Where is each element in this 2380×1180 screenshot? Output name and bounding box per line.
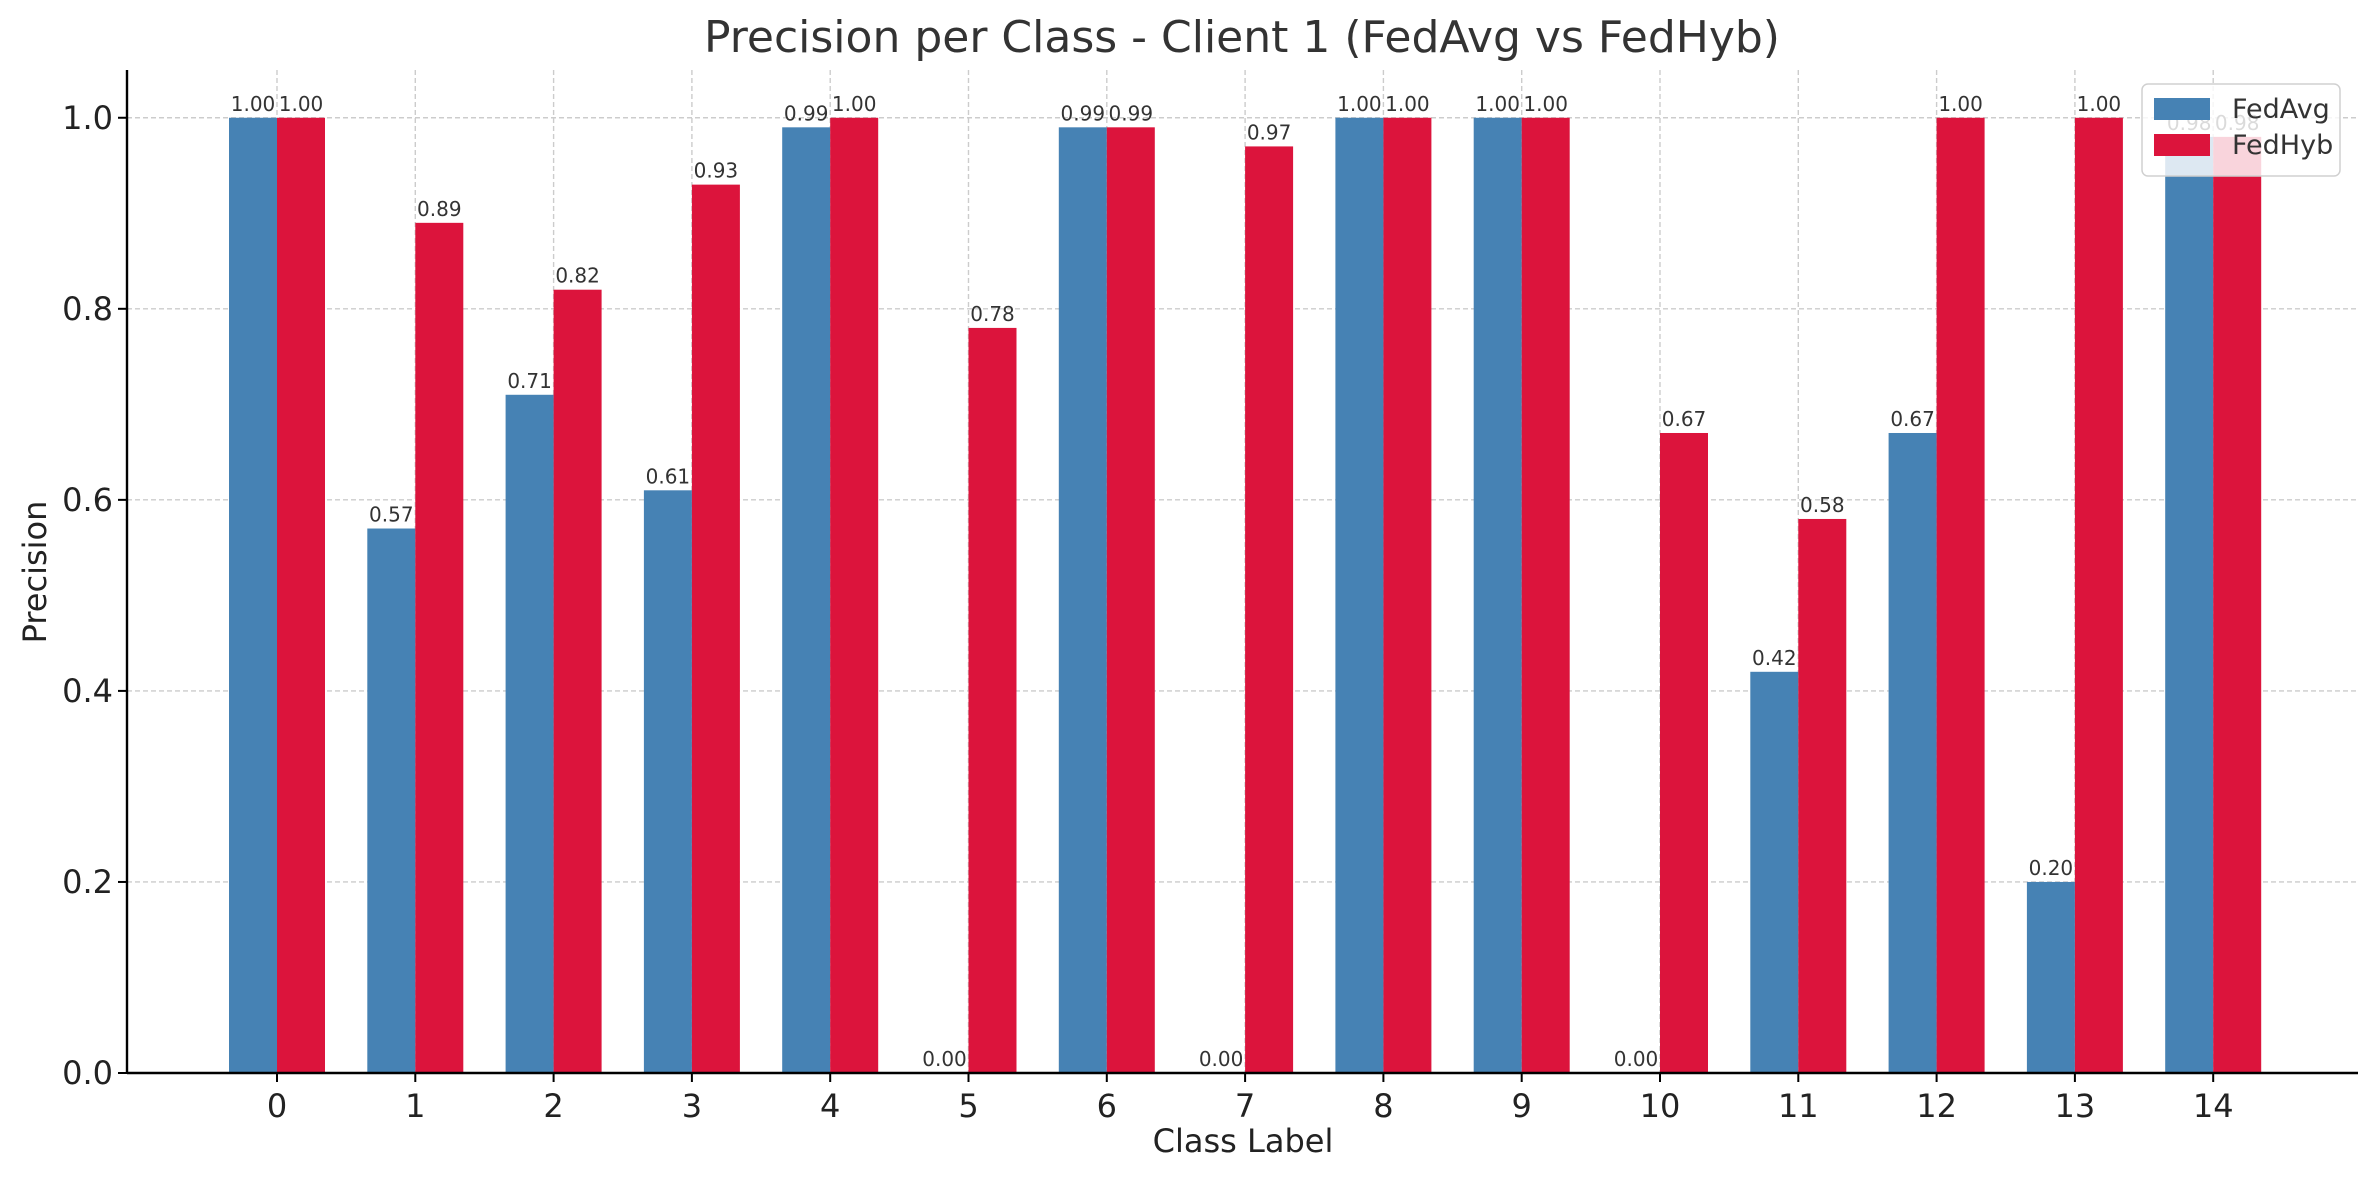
- bar-fedhyb-class-4: [830, 117, 879, 1073]
- bar-value-label: 0.61: [646, 464, 691, 488]
- bar-value-label: 0.42: [1752, 646, 1797, 670]
- x-tick-label: 1: [405, 1087, 425, 1125]
- legend-swatch-fedavg: [2154, 98, 2210, 120]
- bar-value-label: 0.99: [784, 101, 829, 125]
- bar-value-label: 0.67: [1890, 407, 1935, 431]
- x-tick-label: 9: [1512, 1087, 1532, 1125]
- bar-fedavg-class-6: [1058, 127, 1107, 1074]
- x-tick-label: 14: [2193, 1087, 2234, 1125]
- y-tick-label: 0.0: [62, 1054, 113, 1092]
- bar-value-label: 0.82: [555, 264, 600, 288]
- bar-value-label: 0.78: [970, 302, 1015, 326]
- y-tick-label: 0.8: [62, 290, 113, 328]
- bar-value-label: 1.00: [1385, 92, 1430, 116]
- legend-label-fedhyb: FedHyb: [2232, 130, 2333, 161]
- bar-value-label: 1.00: [1475, 92, 1520, 116]
- bars: [229, 117, 2262, 1074]
- bar-value-label: 1.00: [2077, 92, 2122, 116]
- bar-value-label: 0.93: [694, 159, 739, 183]
- y-tick-label: 0.4: [62, 672, 113, 710]
- x-tick-label: 0: [267, 1087, 287, 1125]
- bar-fedhyb-class-7: [1245, 146, 1294, 1073]
- bar-fedhyb-class-12: [1936, 117, 1985, 1073]
- bar-fedavg-class-9: [1473, 117, 1522, 1073]
- bar-fedavg-class-11: [1750, 671, 1799, 1073]
- x-tick-label: 6: [1097, 1087, 1117, 1125]
- x-tick-label: 2: [543, 1087, 563, 1125]
- bar-value-labels: 1.000.570.710.610.990.000.990.001.00 1.00…: [231, 92, 2260, 1071]
- bar-value-label: 0.99: [1061, 101, 1106, 125]
- bar-value-label: 0.00: [1614, 1047, 1659, 1071]
- x-tick-label: 12: [1916, 1087, 1957, 1125]
- y-tick-label: 1.0: [62, 99, 113, 137]
- bar-fedhyb-class-14: [2213, 136, 2262, 1073]
- bar-fedavg-class-13: [2026, 881, 2075, 1073]
- bar-value-label: 0.71: [507, 369, 552, 393]
- bar-fedhyb-class-0: [277, 117, 325, 1073]
- bar-value-label: 0.97: [1247, 120, 1292, 144]
- bar-value-label: 0.00: [922, 1047, 967, 1071]
- bar-value-label: 0.89: [417, 197, 462, 221]
- bar-value-label: 0.00: [1199, 1047, 1244, 1071]
- bar-value-label: 1.00: [1938, 92, 1983, 116]
- axes: 0.00.20.40.60.81.00 1 2 3 4 5 6 7 8 9 10 11 12 13 14: [62, 70, 2358, 1125]
- bar-fedavg-class-4: [782, 127, 831, 1074]
- bar-value-label: 1.00: [279, 92, 324, 116]
- bar-value-label: 0.67: [1662, 407, 1707, 431]
- x-tick-label: 10: [1640, 1087, 1681, 1125]
- bar-fedhyb-class-1: [415, 222, 464, 1074]
- bar-value-label: 1.00: [832, 92, 877, 116]
- bar-value-label: 1.00: [231, 92, 276, 116]
- bar-fedavg-class-2: [505, 394, 554, 1073]
- x-tick-label: 3: [682, 1087, 702, 1125]
- bar-fedhyb-class-6: [1106, 127, 1155, 1074]
- legend: FedAvg FedHyb: [2141, 83, 2341, 177]
- legend-label-fedavg: FedAvg: [2232, 94, 2330, 125]
- bar-value-label: 0.99: [1109, 101, 1154, 125]
- bar-fedhyb-class-11: [1798, 518, 1847, 1073]
- x-tick-label: 11: [1778, 1087, 1819, 1125]
- bar-fedavg-class-12: [1888, 432, 1937, 1073]
- legend-swatch-fedhyb: [2154, 134, 2210, 156]
- x-tick-label: 8: [1373, 1087, 1393, 1125]
- bar-fedavg-class-1: [367, 528, 416, 1073]
- x-tick-label: 7: [1235, 1087, 1255, 1125]
- x-axis-label: Class Label: [1153, 1122, 1334, 1160]
- bar-fedhyb-class-5: [968, 327, 1017, 1073]
- bar-fedhyb-class-9: [1521, 117, 1570, 1073]
- bar-fedhyb-class-13: [2074, 117, 2123, 1073]
- bar-fedhyb-class-3: [691, 184, 740, 1074]
- bar-fedavg-class-0: [229, 117, 277, 1073]
- x-tick-label: 4: [820, 1087, 840, 1125]
- y-tick-label: 0.6: [62, 481, 113, 519]
- bar-fedhyb-class-2: [553, 289, 602, 1073]
- bar-fedhyb-class-8: [1383, 117, 1432, 1073]
- bar-fedavg-class-14: [2165, 136, 2214, 1073]
- bar-value-label: 0.57: [369, 503, 414, 527]
- bar-value-label: 1.00: [1337, 92, 1382, 116]
- bar-value-label: 1.00: [1523, 92, 1568, 116]
- bar-fedhyb-class-10: [1660, 432, 1708, 1073]
- y-tick-label: 0.2: [62, 863, 113, 901]
- bar-value-label: 0.58: [1800, 493, 1845, 517]
- chart-title: Precision per Class - Client 1 (FedAvg v…: [704, 12, 1780, 63]
- bar-fedavg-class-8: [1335, 117, 1384, 1073]
- y-axis-label: Precision: [16, 501, 54, 644]
- bar-value-label: 0.20: [2029, 856, 2074, 880]
- bar-fedavg-class-3: [643, 490, 692, 1073]
- x-tick-label: 5: [958, 1087, 978, 1125]
- x-tick-label: 13: [2055, 1087, 2096, 1125]
